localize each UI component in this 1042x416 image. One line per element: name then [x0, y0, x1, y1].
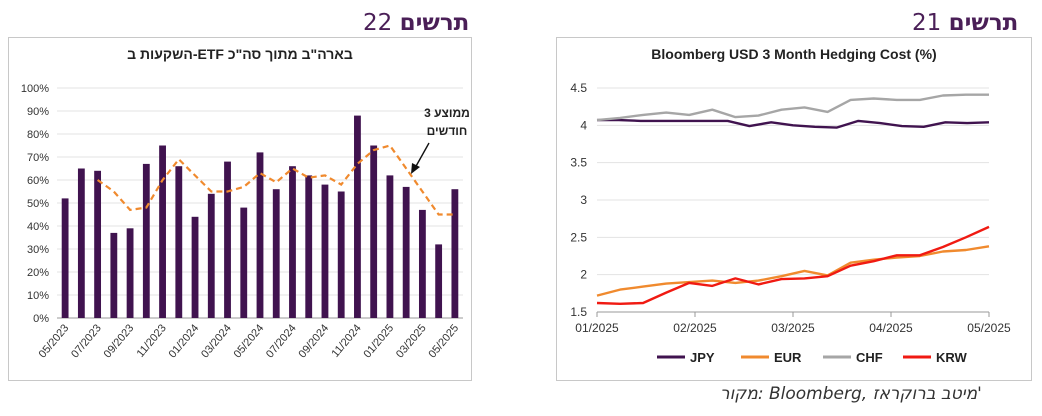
bar: [451, 189, 459, 318]
y-tick-label: 3: [580, 193, 587, 207]
legend-label-jpy: JPY: [690, 350, 715, 365]
x-tick-label: 07/2024: [264, 322, 299, 360]
figure-21-heading: תרשים 21: [912, 10, 1018, 36]
y-tick-label: 90%: [27, 106, 49, 118]
bar: [61, 198, 69, 318]
figure-number: 21: [912, 10, 942, 36]
annotation-line-1: ממוצע 3: [424, 106, 470, 120]
x-tick-label: 04/2025: [869, 321, 913, 335]
hedging-cost-chart: 1.5 2 2.5 3 3.5 4 4.5 01/2025 02/2025 03/2025 04/2…: [570, 81, 1011, 365]
bar: [321, 184, 329, 318]
series-line-jpy: [597, 118, 990, 129]
y-tick-label: 30%: [27, 244, 49, 256]
chart-title: השקעות ב-ETF בארה"ב מתוך סה"כ: [127, 46, 353, 62]
x-tick-label: 05/2025: [967, 321, 1011, 335]
bar: [159, 145, 166, 318]
bar: [272, 189, 280, 318]
figure-22-heading: תרשים 22: [363, 10, 469, 36]
legend-label-eur: EUR: [774, 350, 802, 365]
bar: [240, 207, 248, 318]
series-line-chf: [596, 93, 989, 122]
bar: [289, 166, 296, 318]
bar: [305, 175, 313, 318]
figure-number: 22: [363, 10, 393, 36]
y-tick-label: 20%: [27, 267, 49, 279]
hedging-cost-chart-panel: Bloomberg USD 3 Month Hedging Cost (%) 1…: [556, 37, 1032, 381]
y-tick-label: 4.5: [570, 81, 587, 95]
series-line-krw: [596, 225, 990, 305]
y-tick-label: 2.5: [570, 230, 587, 244]
x-tick-label: 05/2025: [426, 322, 461, 360]
y-tick-label: 50%: [27, 198, 49, 210]
y-tick-label: 60%: [27, 175, 49, 187]
bar: [256, 152, 264, 318]
x-tick-label: 01/2024: [167, 322, 202, 360]
y-tick-label: 3.5: [570, 156, 587, 170]
bar: [370, 145, 378, 318]
x-tick-label: 03/2025: [771, 321, 815, 335]
x-tick-label: 09/2023: [102, 322, 137, 360]
y-tick-label: 4: [580, 118, 587, 132]
y-tick-label: 2: [580, 268, 587, 282]
y-tick-label: 70%: [27, 152, 49, 164]
bar: [94, 170, 102, 318]
x-tick-label: 03/2024: [199, 322, 234, 360]
bar: [418, 209, 426, 318]
x-tick-label: 11/2023: [135, 322, 169, 360]
etf-share-chart: 0% 10% 20% 30% 40% 50% 60% 70% 80% 90% 100% 05/2023…: [21, 83, 470, 360]
chart-title: Bloomberg USD 3 Month Hedging Cost (%): [651, 46, 937, 62]
bar: [77, 168, 85, 318]
x-tick-label: 09/2024: [297, 322, 332, 360]
bar: [354, 115, 361, 318]
y-tick-label: 100%: [21, 83, 49, 95]
etf-share-chart-panel: השקעות ב-ETF בארה"ב מתוך סה"כ 0% 10% 20% 30…: [8, 37, 472, 381]
x-tick-label: 05/2023: [37, 322, 72, 360]
y-tick-label: 80%: [27, 129, 49, 141]
source-note: מקור: Bloomberg, מיטב ברוקראז': [720, 384, 982, 404]
x-tick-label: 07/2023: [69, 322, 104, 360]
bar: [175, 166, 183, 318]
bar: [126, 228, 134, 318]
bar: [110, 232, 118, 318]
y-tick-label: 10%: [27, 290, 49, 302]
x-tick-label: 02/2025: [673, 321, 717, 335]
figure-word: תרשים: [399, 10, 470, 36]
bar: [207, 193, 215, 318]
legend-label-krw: KRW: [936, 350, 968, 365]
annotation-arrow: [414, 142, 430, 169]
bar: [191, 216, 199, 318]
y-tick-label: 40%: [27, 221, 49, 233]
bar: [402, 186, 410, 318]
x-tick-label: 11/2024: [330, 322, 364, 360]
annotation-line-2: חודשים: [427, 124, 468, 138]
annotation-arrowhead: [411, 163, 420, 174]
x-tick-label: 01/2025: [361, 322, 396, 360]
x-tick-label: 03/2025: [394, 322, 429, 360]
bar: [337, 191, 345, 318]
x-tick-label: 01/2025: [575, 321, 619, 335]
figure-word: תרשים: [948, 10, 1019, 36]
bar: [224, 161, 231, 318]
bar: [386, 175, 394, 318]
series-line-eur: [596, 245, 990, 297]
y-tick-label: 0%: [33, 313, 49, 325]
x-tick-label: 05/2024: [232, 322, 267, 360]
y-tick-label: 1.5: [570, 305, 587, 319]
legend-label-chf: CHF: [856, 350, 883, 365]
moving-average-line: [96, 144, 455, 216]
bar: [142, 163, 150, 318]
bar: [435, 244, 443, 318]
